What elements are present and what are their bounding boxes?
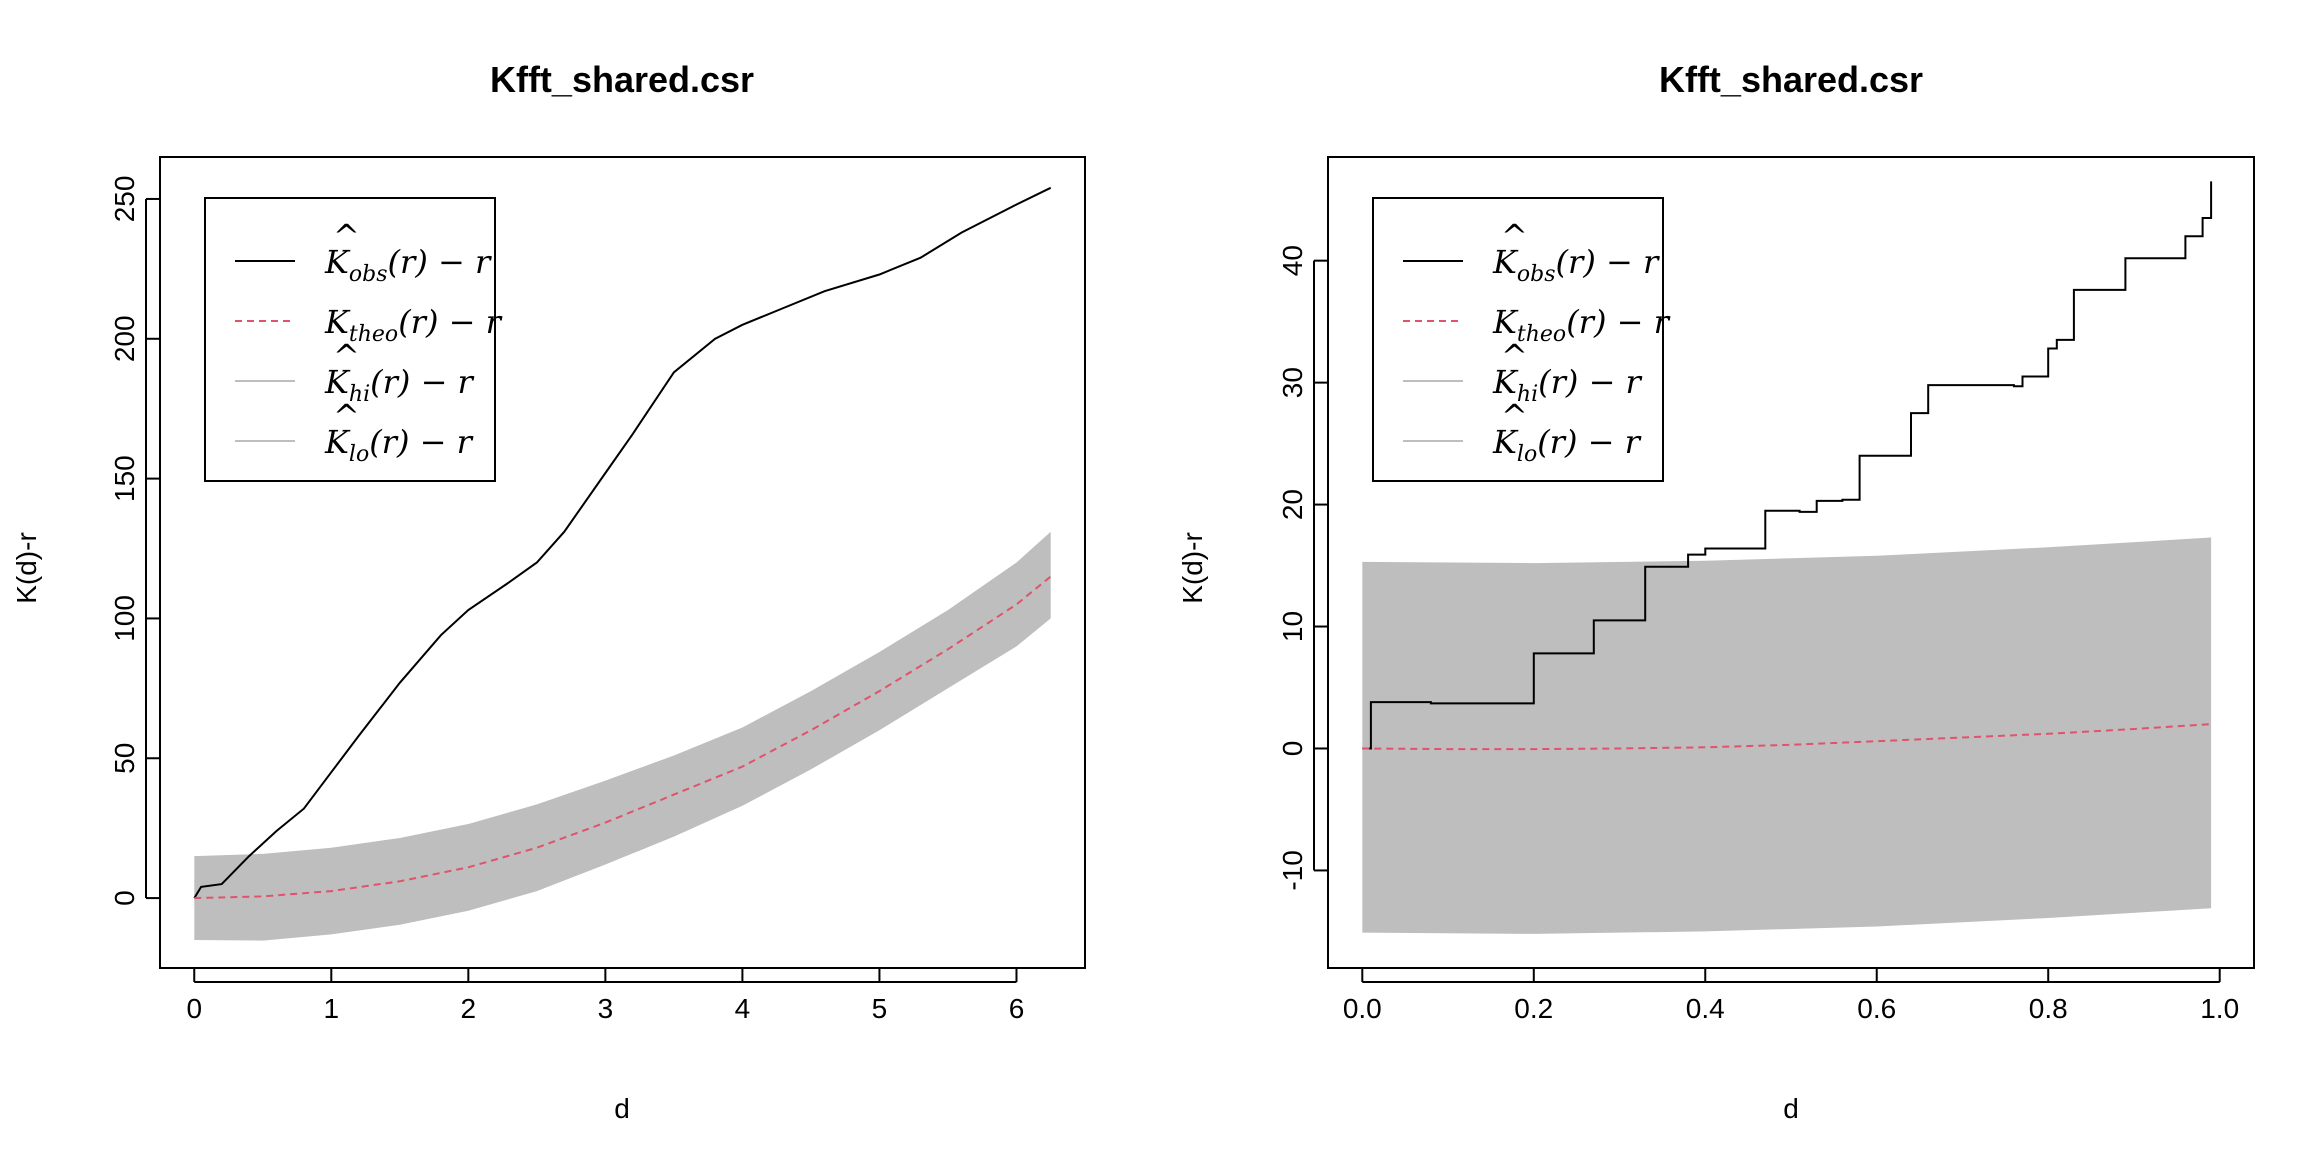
y-tick-label: 0 bbox=[1277, 741, 1308, 757]
legend-label-theo: Ktheo(r) − r bbox=[324, 303, 503, 347]
y-tick-label: 200 bbox=[109, 315, 140, 362]
legend-hat: ^ bbox=[333, 217, 360, 255]
y-tick-label: 40 bbox=[1277, 245, 1308, 276]
y-tick-label: 250 bbox=[109, 176, 140, 223]
plot-frame bbox=[1327, 156, 2255, 969]
x-tick-label: 0.4 bbox=[1686, 993, 1725, 1024]
legend-hat: ^ bbox=[333, 337, 360, 375]
right-panel: Kfft_shared.csr d K(d)-r 0.0 0.2 0.4 0.6 0.8… bbox=[1177, 59, 2255, 1124]
legend-label-obs: Kobs(r) − r bbox=[1492, 243, 1660, 287]
legend-label-hi: Khi(r) − r bbox=[324, 363, 475, 407]
theoretical-k-line bbox=[1362, 723, 2212, 751]
x-tick-label: 5 bbox=[872, 993, 888, 1024]
y-tick-label: 100 bbox=[109, 595, 140, 642]
observed-k-line bbox=[1362, 181, 2213, 750]
x-tick-label: 0.8 bbox=[2029, 993, 2068, 1024]
legend-hat: ^ bbox=[333, 397, 360, 435]
legend-label-hi: Khi(r) − r bbox=[1492, 363, 1643, 407]
y-tick-label: 50 bbox=[109, 743, 140, 774]
left-panel: Kfft_shared.csr d K(d)-r 0 1 2 3 4 5 6 0 50 100 15… bbox=[11, 59, 1086, 1124]
x-tick-label: 0.0 bbox=[1343, 993, 1382, 1024]
y-tick-label: 10 bbox=[1277, 611, 1308, 642]
left-x-axis-label: d bbox=[614, 1093, 630, 1124]
x-tick-label: 0.2 bbox=[1514, 993, 1553, 1024]
legend-box bbox=[1372, 197, 1664, 482]
x-tick-label: 1.0 bbox=[2200, 993, 2239, 1024]
theoretical-k-line bbox=[194, 575, 1052, 900]
x-tick-label: 1 bbox=[324, 993, 340, 1024]
x-tick-label: 6 bbox=[1009, 993, 1025, 1024]
legend-label-lo: Klo(r) − r bbox=[1492, 423, 1642, 467]
legend-hat: ^ bbox=[1501, 337, 1528, 375]
y-tick-label: 30 bbox=[1277, 367, 1308, 398]
right-x-axis-label: d bbox=[1783, 1093, 1799, 1124]
x-tick-label: 0 bbox=[186, 993, 202, 1024]
x-tick-label: 4 bbox=[735, 993, 751, 1024]
right-y-axis-label: K(d)-r bbox=[1177, 532, 1208, 604]
x-tick-label: 2 bbox=[461, 993, 477, 1024]
observed-k-line bbox=[193, 186, 1052, 899]
y-tick-label: 20 bbox=[1277, 489, 1308, 520]
right-chart-title: Kfft_shared.csr bbox=[1659, 59, 1923, 100]
legend-label-theo: Ktheo(r) − r bbox=[1492, 303, 1671, 347]
legend-hat: ^ bbox=[1501, 397, 1528, 435]
legend-label-obs: Kobs(r) − r bbox=[324, 243, 492, 287]
legend-box bbox=[204, 197, 496, 482]
left-y-axis-label: K(d)-r bbox=[11, 532, 42, 604]
x-tick-label: 0.6 bbox=[1857, 993, 1896, 1024]
x-tick-label: 3 bbox=[598, 993, 614, 1024]
y-tick-label: 150 bbox=[109, 455, 140, 502]
y-tick-label: 0 bbox=[109, 890, 140, 906]
plot-frame bbox=[159, 156, 1086, 969]
envelope-band bbox=[194, 531, 1051, 941]
envelope-band bbox=[1362, 537, 2212, 934]
y-tick-label: -10 bbox=[1277, 850, 1308, 890]
legend-label-lo: Klo(r) − r bbox=[324, 423, 474, 467]
legend-hat: ^ bbox=[1501, 217, 1528, 255]
left-chart-title: Kfft_shared.csr bbox=[490, 59, 754, 100]
